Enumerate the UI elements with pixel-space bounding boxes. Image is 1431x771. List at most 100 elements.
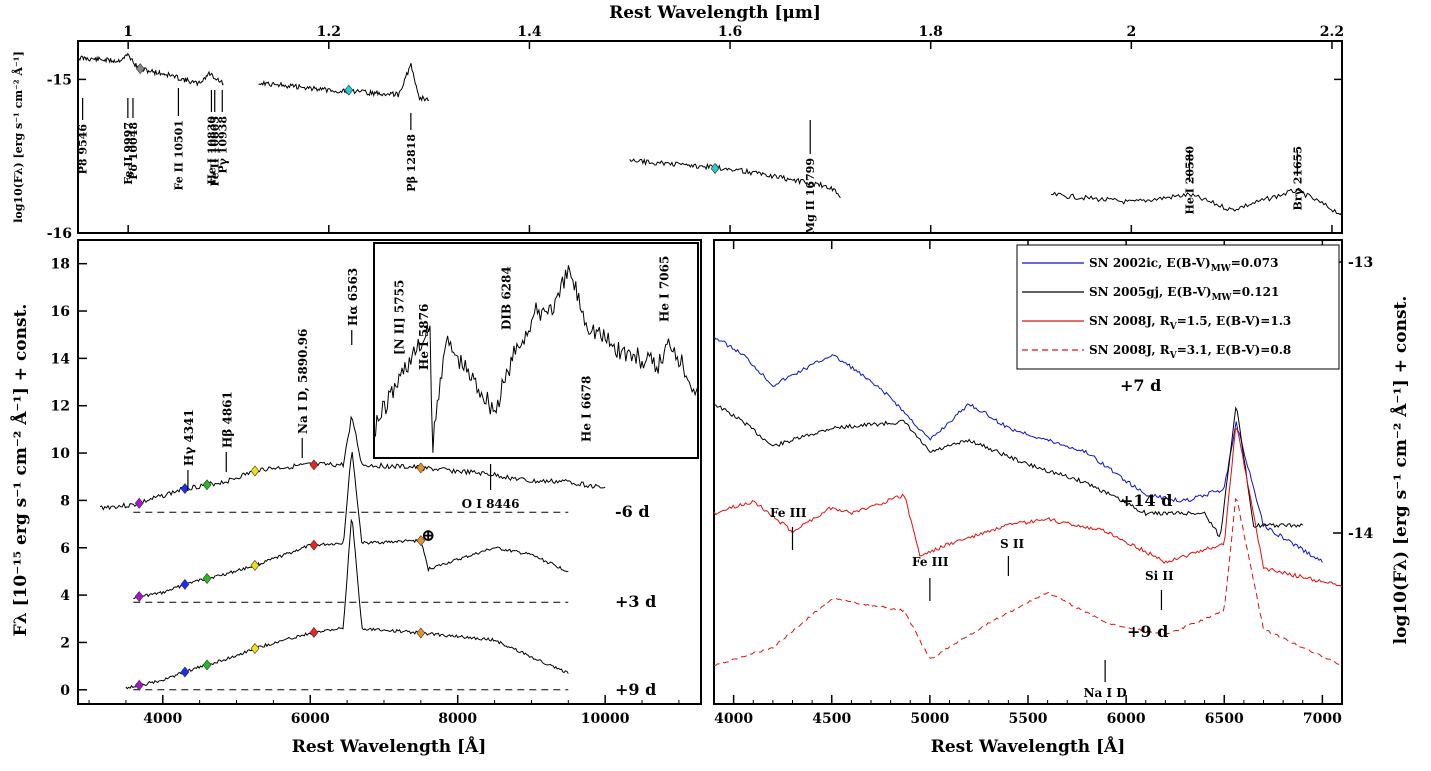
comparison-epoch-label: +14 d (1120, 491, 1172, 510)
nir-line-label: He I 20580 (1184, 146, 1197, 215)
inset-background (374, 243, 698, 458)
legend-entry-name: SN 2002ic, E(B-V) (1089, 256, 1211, 270)
comparison-x-tick-label: 4500 (812, 711, 851, 727)
nir-line-label: He I 10830 (205, 116, 218, 185)
optical-line-label: O I 8446 (462, 497, 520, 511)
optical-color-marker (134, 591, 144, 603)
comparison-line-label: Si II (1145, 569, 1174, 583)
nir-line-label: Fe II 10863 (209, 116, 222, 186)
nir-x-axis-label: Rest Wavelength [μm] (609, 3, 821, 23)
nir-x-tick-label: 1.8 (919, 24, 943, 40)
nir-color-marker (710, 163, 720, 174)
nir-color-marker (344, 84, 354, 96)
inset-line-label: He I 5876 (417, 304, 431, 370)
nir-line-label: Mg II 16799 (804, 158, 817, 234)
nir-x-tick-label: 2 (1126, 24, 1136, 40)
legend-entry-subscript: V (1169, 351, 1178, 361)
nir-y-tick-label: -16 (47, 226, 72, 242)
nir-y-tick-label: -15 (47, 72, 72, 88)
optical-y-axis-label: Fλ [10⁻¹⁵ erg s⁻¹ cm⁻² Å⁻¹] + const. (9, 304, 31, 637)
optical-y-tick-label: 4 (60, 588, 70, 604)
nir-spectrum-segment (258, 63, 430, 102)
optical-spectrum (125, 518, 569, 690)
optical-epoch-label: -6 d (615, 502, 650, 521)
comparison-line-label: Na I D (1084, 686, 1127, 700)
legend-box (1016, 244, 1340, 370)
comparison-spectrum (713, 497, 1343, 666)
nir-x-tick-label: 1.6 (718, 24, 742, 40)
optical-color-marker (250, 559, 260, 571)
nir-y-axis-label: log10(Fλ) [erg s⁻¹ cm⁻² Å⁻¹] (11, 51, 25, 223)
inset-line-label: He I 6678 (579, 376, 593, 442)
legend-entry-name: SN 2008J, R (1089, 343, 1171, 357)
nir-x-tick-label: 2.2 (1320, 24, 1344, 40)
nir-frame (77, 40, 1343, 234)
optical-y-tick-label: 14 (51, 351, 71, 367)
telluric-symbol: ⊕ (421, 526, 435, 546)
legend-entry-name: SN 2005gj, E(B-V) (1089, 285, 1212, 299)
optical-x-axis-label: Rest Wavelength [Å] (292, 735, 487, 757)
optical-x-tick-label: 4000 (143, 711, 182, 727)
inset-spectrum (374, 265, 699, 453)
legend-entry: SN 2005gj, E(B-V)MW=0.121 (1089, 285, 1279, 303)
legend-entry-rest: =1.5, E(B-V)=1.3 (1177, 314, 1292, 328)
comparison-y-tick-label: -14 (1348, 526, 1374, 542)
optical-line-label: Hβ 4861 (220, 391, 234, 448)
comparison-epoch-label: +7 d (1120, 376, 1161, 395)
nir-x-tick-label: 1 (123, 24, 133, 40)
legend-entry-subscript: V (1169, 322, 1178, 332)
legend-entry-subscript: MW (1211, 264, 1232, 274)
nir-spectrum-segment (1051, 187, 1343, 216)
nir-line-label: Brγ 21655 (1291, 146, 1304, 210)
inset-line-label: [N II] 5755 (392, 280, 406, 355)
optical-color-marker (416, 535, 426, 547)
nir-color-marker (135, 63, 145, 75)
comparison-y-tick-label: -13 (1348, 255, 1373, 271)
optical-y-tick-label: 10 (51, 446, 71, 462)
optical-color-marker (202, 573, 212, 585)
optical-y-tick-label: 6 (60, 541, 70, 557)
optical-y-tick-label: 0 (60, 683, 70, 699)
inset-line-label: He I 7065 (658, 256, 672, 322)
optical-x-tick-label: 8000 (438, 711, 477, 727)
optical-y-tick-label: 2 (60, 635, 70, 651)
comparison-x-tick-label: 5000 (910, 711, 949, 727)
nir-line-label: Pβ 12818 (405, 134, 418, 192)
legend-entry-subscript: MW (1212, 293, 1233, 303)
comparison-x-tick-label: 4000 (714, 711, 753, 727)
optical-color-marker (416, 627, 426, 639)
optical-y-tick-label: 18 (51, 257, 70, 273)
inset-frame (373, 242, 699, 459)
optical-y-tick-label: 12 (51, 399, 70, 415)
nir-spectrum-segment (78, 52, 224, 86)
optical-color-marker (202, 479, 212, 491)
nir-x-tick-label: 1.2 (317, 24, 341, 40)
legend-entry: SN 2008J, RV=3.1, E(B-V)=0.8 (1089, 343, 1291, 361)
optical-color-marker (309, 626, 319, 638)
comparison-spectrum (713, 404, 1304, 538)
comparison-epoch-label: +9 d (1127, 622, 1168, 641)
nir-line-label: Pδ 10048 (127, 122, 140, 180)
comparison-line-label: Fe III (770, 506, 807, 520)
optical-epoch-label: +3 d (615, 592, 656, 611)
optical-y-tick-label: 8 (60, 493, 70, 509)
legend-entry-name: SN 2008J, R (1089, 314, 1171, 328)
optical-frame (77, 239, 702, 705)
optical-color-marker (250, 643, 260, 655)
comparison-x-tick-label: 6000 (1107, 711, 1146, 727)
comparison-spectrum (713, 426, 1343, 588)
legend-entry: SN 2002ic, E(B-V)MW=0.073 (1089, 256, 1278, 274)
optical-color-marker (416, 462, 426, 474)
comparison-x-tick-label: 7000 (1303, 711, 1342, 727)
comparison-y-axis-label: log10(Fλ) [erg s⁻¹ cm⁻² Å⁻¹] + const. (1389, 296, 1411, 645)
optical-line-label: Hα 6563 (346, 268, 360, 326)
comparison-spectrum (713, 335, 1323, 563)
optical-line-label: Na I D, 5890.96 (296, 329, 310, 434)
legend-entry-rest: =0.073 (1231, 256, 1279, 270)
optical-line-label: Hγ 4341 (182, 409, 196, 466)
comparison-x-tick-label: 6500 (1205, 711, 1244, 727)
nir-line-label: Fe II 10501 (172, 120, 185, 190)
optical-color-marker (250, 465, 260, 477)
optical-color-marker (134, 679, 144, 691)
